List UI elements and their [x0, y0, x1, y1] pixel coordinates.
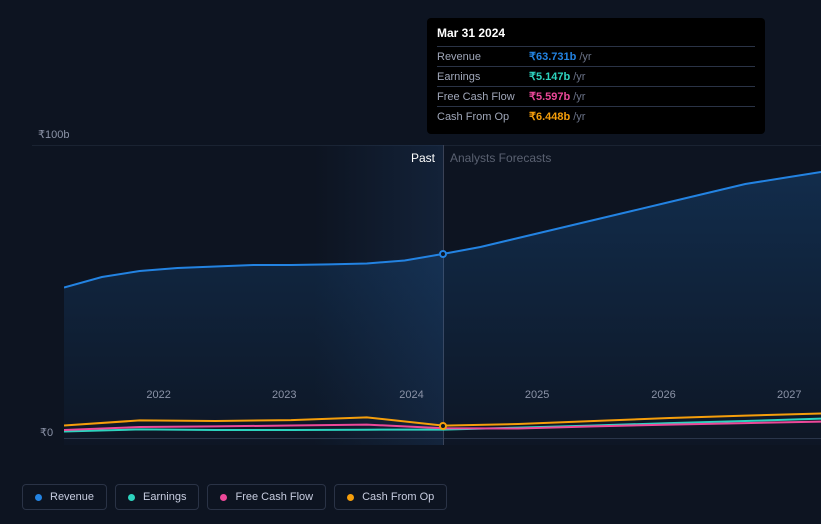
x-tick-2026: 2026	[651, 389, 675, 401]
legend-label: Earnings	[143, 491, 186, 503]
legend-item-free-cash-flow[interactable]: Free Cash Flow	[207, 484, 326, 510]
marker-revenue[interactable]	[439, 250, 447, 258]
tooltip-row-free-cash-flow: Free Cash Flow₹5.597b/yr	[437, 86, 755, 106]
tooltip-row-revenue: Revenue₹63.731b/yr	[437, 46, 755, 66]
legend-dot-icon	[35, 494, 42, 501]
marker-cash-from-op[interactable]	[439, 422, 447, 430]
x-tick-2027: 2027	[777, 389, 801, 401]
tooltip-row-earnings: Earnings₹5.147b/yr	[437, 66, 755, 86]
tooltip: Mar 31 2024 Revenue₹63.731b/yrEarnings₹5…	[427, 18, 765, 134]
tooltip-row-cash-from-op: Cash From Op₹6.448b/yr	[437, 106, 755, 126]
legend-item-cash-from-op[interactable]: Cash From Op	[334, 484, 447, 510]
tooltip-unit: /yr	[579, 51, 591, 63]
tooltip-value: ₹5.147b	[529, 70, 570, 83]
legend-dot-icon	[347, 494, 354, 501]
legend-label: Free Cash Flow	[235, 491, 313, 503]
legend: Revenue Earnings Free Cash Flow Cash From O…	[22, 484, 447, 510]
tooltip-label: Revenue	[437, 51, 529, 63]
x-axis: 2022 2023 2024 2025 2026 2027	[64, 389, 821, 409]
legend-dot-icon	[128, 494, 135, 501]
tooltip-value: ₹5.597b	[529, 90, 570, 103]
tooltip-unit: /yr	[573, 91, 585, 103]
x-tick-2025: 2025	[525, 389, 549, 401]
legend-label: Revenue	[50, 491, 94, 503]
tooltip-unit: /yr	[573, 71, 585, 83]
legend-item-earnings[interactable]: Earnings	[115, 484, 199, 510]
tooltip-value: ₹63.731b	[529, 50, 576, 63]
tooltip-label: Earnings	[437, 71, 529, 83]
y-axis-label-top: ₹100b	[38, 128, 69, 141]
x-tick-2023: 2023	[272, 389, 296, 401]
x-tick-2022: 2022	[146, 389, 170, 401]
tooltip-label: Cash From Op	[437, 111, 529, 123]
tooltip-unit: /yr	[573, 111, 585, 123]
legend-label: Cash From Op	[362, 491, 434, 503]
tooltip-date: Mar 31 2024	[437, 26, 755, 46]
legend-dot-icon	[220, 494, 227, 501]
legend-item-revenue[interactable]: Revenue	[22, 484, 107, 510]
tooltip-label: Free Cash Flow	[437, 91, 529, 103]
tooltip-value: ₹6.448b	[529, 110, 570, 123]
x-tick-2024: 2024	[399, 389, 423, 401]
y-axis-label-bottom: ₹0	[40, 426, 53, 439]
